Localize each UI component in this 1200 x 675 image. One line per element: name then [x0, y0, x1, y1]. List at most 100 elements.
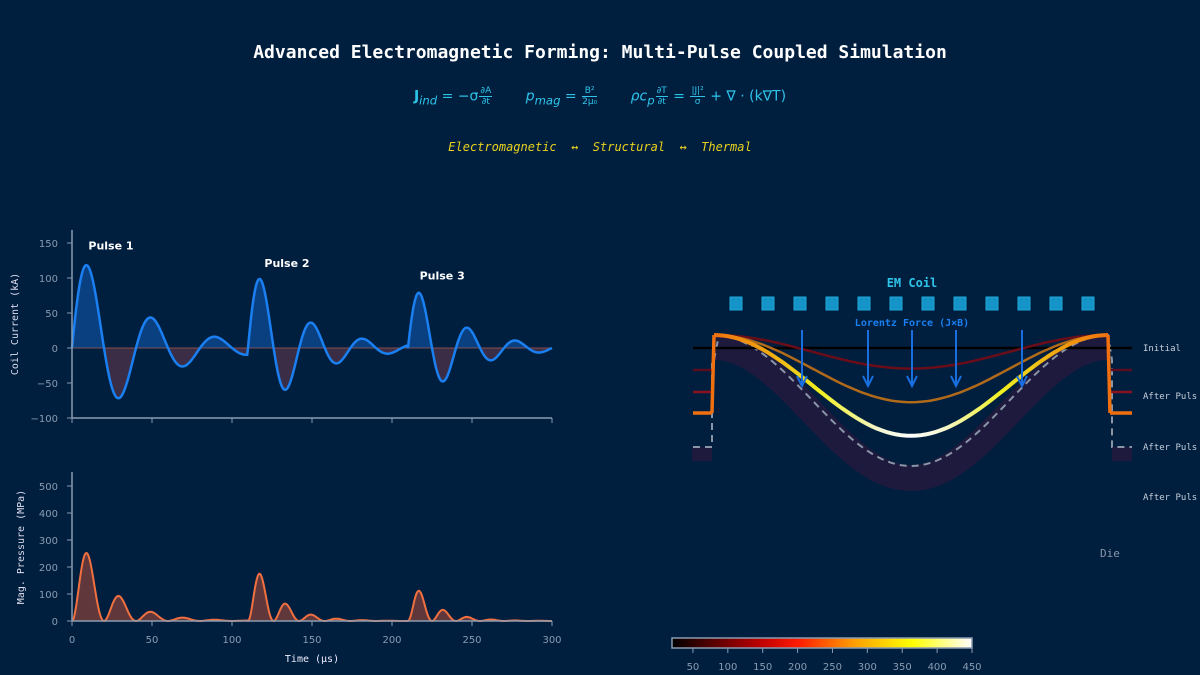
denominator: ∂t [481, 97, 490, 107]
y-tick-label: 100 [39, 274, 58, 285]
sheet-wall-left [710, 334, 716, 414]
forming-diagram: Initial After Puls After Puls After Puls Die… [671, 276, 1197, 673]
numerator: B² [582, 86, 598, 97]
pressure-area [72, 553, 552, 621]
governing-equations: Jind = −σ ∂A ∂t pmag = B² 2μ₀ ρcp ∂T ∂t = |J|… [0, 86, 1200, 107]
lorentz-force-label: Lorentz Force (J×B) [855, 318, 969, 329]
colorbar-tick-label: 350 [893, 662, 912, 673]
formula-subscript: ind [419, 93, 438, 108]
x-tick-label: 50 [146, 635, 159, 646]
arrowhead-icon [796, 375, 808, 389]
formula-symbol: J [413, 88, 420, 105]
formula-text: = [668, 88, 690, 105]
y-tick-label: 0 [52, 344, 58, 355]
die-profile [693, 333, 1132, 468]
induced-current-equation: Jind = −σ ∂A ∂t [414, 86, 493, 107]
temperature-colorbar [671, 637, 973, 649]
formula-symbol: ρc [630, 88, 648, 105]
coil-turn [761, 296, 775, 311]
coil-label: EM Coil [887, 276, 938, 290]
y-tick-label: 400 [39, 509, 58, 520]
colorbar-tick-label: 150 [753, 662, 772, 673]
coil-current-chart: −100 −50 0 50 100 150 Coil Current (kA) Pulse 1… [10, 230, 553, 425]
stage-label: After Puls [1143, 443, 1197, 453]
stage-label: After Puls [1143, 493, 1197, 503]
colorbar-tick-label: 400 [928, 662, 947, 673]
coupling-subtitle: Electromagnetic ↔ Structural ↔ Thermal [448, 140, 752, 154]
arrowhead-icon [1016, 375, 1028, 389]
coil-turn [921, 296, 935, 311]
denominator: ∂t [657, 97, 666, 107]
die-flange-left [692, 447, 712, 461]
x-tick-label: 100 [222, 635, 241, 646]
colorbar-tick-label: 50 [687, 662, 700, 673]
die-label: Die [1100, 547, 1120, 560]
fraction: ∂T ∂t [655, 86, 668, 107]
y-tick-label: 0 [52, 617, 58, 628]
heat-equation: ρcp ∂T ∂t = |J|² σ + ∇ · (k∇T) [631, 86, 786, 107]
pressure-series-line [71, 551, 552, 623]
x-tick-label: 250 [462, 635, 481, 646]
formula-subscript: mag [534, 93, 561, 108]
stage-label: Initial [1143, 344, 1181, 354]
colorbar-tick-label: 100 [718, 662, 737, 673]
y-axis-label: Coil Current (kA) [10, 273, 21, 375]
fraction: ∂A ∂t [479, 86, 493, 107]
coil-turn [889, 296, 903, 311]
x-axis-label: Time (μs) [285, 654, 339, 665]
magnetic-pressure-equation: pmag = B² 2μ₀ [526, 86, 599, 107]
denominator: 2μ₀ [582, 97, 598, 107]
colorbar-tick-label: 200 [788, 662, 807, 673]
negative-area [72, 348, 552, 399]
formula-text: = [560, 88, 582, 105]
sheet-after-pulse-2 [713, 333, 1109, 404]
die-flange-right [1112, 447, 1132, 461]
colorbar-tick-label: 300 [858, 662, 877, 673]
coil-turn [1081, 296, 1095, 311]
y-axis-label: Mag. Pressure (MPa) [16, 490, 27, 604]
y-tick-label: 300 [39, 536, 58, 547]
coil-turn [1049, 296, 1063, 311]
y-tick-label: −50 [37, 379, 58, 390]
y-tick-label: 150 [39, 239, 58, 250]
coil-turn [1017, 296, 1031, 311]
coil-turn [825, 296, 839, 311]
formula-text: = −σ [437, 88, 479, 105]
pulse-label: Pulse 2 [264, 257, 309, 270]
y-tick-label: 100 [39, 590, 58, 601]
numerator: ∂A [479, 86, 493, 97]
coil-turn [953, 296, 967, 311]
current-series-line [70, 263, 553, 400]
x-tick-label: 200 [382, 635, 401, 646]
sheet-after-pulse-3 [713, 333, 1109, 438]
arrowhead-icon [906, 375, 918, 389]
colorbar-tick-label: 450 [962, 662, 981, 673]
x-tick-label: 300 [542, 635, 561, 646]
formula-text: + ∇ · (k∇T) [705, 88, 787, 105]
numerator: |J|² [690, 86, 705, 97]
page-title: Advanced Electromagnetic Forming: Multi-… [253, 42, 947, 63]
y-tick-label: 500 [39, 482, 58, 493]
sheet-wall-right [1106, 334, 1112, 414]
pulse-label: Pulse 1 [88, 239, 133, 252]
stage-label: After Puls [1143, 392, 1197, 402]
numerator: ∂T [655, 86, 668, 97]
x-tick-label: 150 [302, 635, 321, 646]
fraction: |J|² σ [690, 86, 705, 107]
x-tick-label: 0 [69, 635, 75, 646]
arrowhead-icon [950, 375, 962, 389]
y-tick-label: −100 [31, 414, 58, 425]
y-tick-label: 200 [39, 563, 58, 574]
coil-turn [985, 296, 999, 311]
positive-area [72, 265, 552, 348]
magnetic-pressure-chart: 0 100 200 300 400 500 0 50 100 150 200 250 300 Mag. P… [16, 472, 562, 665]
coil-turn [857, 296, 871, 311]
arrowhead-icon [862, 375, 874, 389]
coil-turn [729, 296, 743, 311]
formula-symbol: p [525, 88, 535, 105]
colorbar-tick-label: 250 [823, 662, 842, 673]
y-tick-label: 50 [45, 309, 58, 320]
die-body [713, 334, 1109, 492]
pulse-label: Pulse 3 [420, 270, 465, 283]
formula-subscript: p [647, 93, 655, 108]
